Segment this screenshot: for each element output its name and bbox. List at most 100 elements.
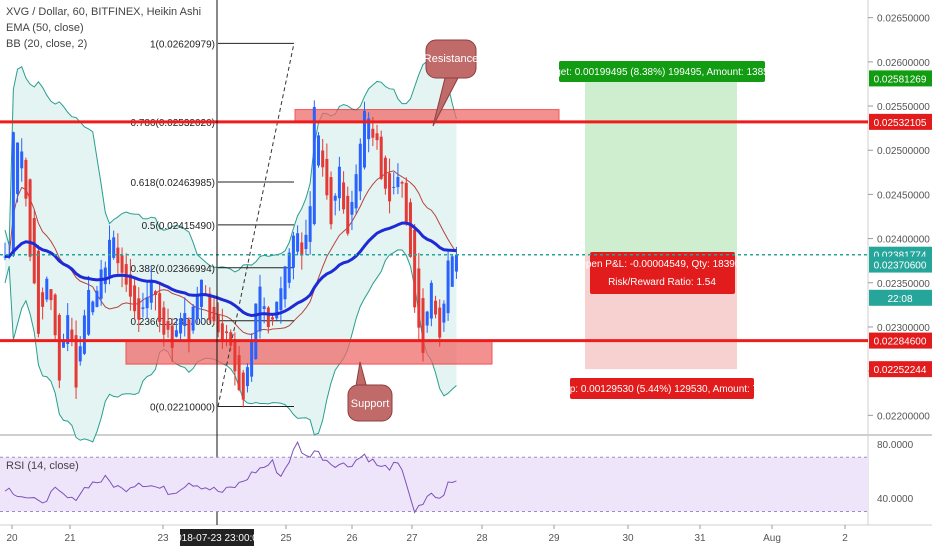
candle-body [425, 311, 429, 326]
candle-body [36, 250, 40, 334]
time-axis-label: 20 [6, 533, 18, 544]
price-axis-tick: 0.02200000 [877, 411, 930, 422]
candle-body [254, 303, 258, 359]
pnl-label-box[interactable] [590, 252, 735, 294]
candle-body [87, 289, 91, 335]
price-tag[interactable] [869, 70, 932, 87]
candle-body [400, 182, 404, 184]
target-label: Target: 0.00199495 (8.38%) 199495, Amoun… [541, 67, 783, 78]
price-axis-tick: 0.02650000 [877, 14, 930, 25]
price-tag-label: 0.02284600 [874, 337, 927, 348]
candle-body [279, 288, 283, 311]
candle-body [66, 315, 70, 344]
target-zone[interactable] [585, 78, 737, 255]
candle-body [99, 269, 103, 299]
candle-body [212, 306, 216, 322]
candle-body [95, 290, 99, 307]
chart-title[interactable]: XVG / Dollar, 60, BITFINEX, Heikin Ashi [6, 6, 201, 18]
candle-body [141, 307, 145, 309]
time-axis-label: 21 [64, 533, 76, 544]
candle-body [229, 332, 233, 346]
candle-body [312, 106, 316, 225]
price-tag[interactable] [869, 256, 932, 273]
price-tag[interactable] [869, 289, 932, 306]
candle-body [45, 278, 49, 300]
price-tag[interactable] [869, 361, 932, 378]
candle-body [137, 298, 141, 320]
bb-legend[interactable]: BB (20, close, 2) [6, 38, 87, 50]
candle-body [179, 318, 183, 334]
candle-body [78, 346, 82, 362]
candle-body [429, 282, 433, 319]
candle-body [396, 176, 400, 188]
candle-body [379, 136, 383, 179]
candle-body [266, 307, 270, 328]
candle-body [28, 179, 32, 257]
price-axis-tick: 0.02350000 [877, 279, 930, 290]
candle-body [383, 157, 387, 189]
rsi-legend[interactable]: RSI (14, close) [6, 460, 79, 472]
candle-body [421, 298, 425, 353]
candle-body [417, 268, 421, 328]
rsi-axis-tick: 80.0000 [877, 440, 914, 451]
candle-body [133, 285, 137, 312]
candle-body [283, 266, 287, 300]
resistance-callout-label: Resistance [424, 53, 478, 65]
candle-body [287, 252, 291, 283]
fibonacci-retracement[interactable]: 1(0.02620979) 0.786(0.02532020) 0.618(0.02… [130, 39, 295, 413]
position-tool[interactable]: Target: 0.00199495 (8.38%) 199495, Amoun… [541, 61, 783, 399]
time-axis-label: 2 [842, 533, 848, 544]
candle-body [304, 234, 308, 249]
candle-body [49, 289, 53, 301]
candle-body [112, 237, 116, 258]
candle-body [103, 267, 107, 285]
candle-body [53, 294, 57, 336]
candle-body [454, 254, 458, 272]
time-axis-label: 23 [157, 533, 169, 544]
candle-body [362, 110, 366, 168]
target-label-box[interactable] [559, 61, 765, 82]
candle-body [329, 177, 333, 225]
support-zone[interactable] [125, 340, 493, 365]
price-tag-label: 0.02581269 [874, 74, 927, 85]
candle-body [350, 201, 354, 215]
support-callout-box[interactable] [347, 384, 393, 422]
ema-layer [4, 221, 457, 318]
candle-body [116, 247, 120, 264]
rsi-axis-tick: 40.0000 [877, 494, 914, 505]
candle-body [250, 341, 254, 377]
bb-lower-line [4, 249, 457, 443]
price-axis-tick: 0.02500000 [877, 146, 930, 157]
candles-layer [3, 100, 458, 408]
time-axis-label: 29 [548, 533, 560, 544]
candle-body [367, 118, 371, 140]
time-axis-label: 25 [280, 533, 292, 544]
candle-body [442, 303, 446, 323]
callouts-layer[interactable]: Resistance Support [347, 39, 478, 422]
price-tag[interactable] [869, 113, 932, 130]
candle-body [41, 292, 45, 307]
price-tag-label: 0.02381774 [874, 251, 927, 262]
price-tag[interactable] [869, 332, 932, 349]
time-axis-label: Aug [763, 533, 781, 544]
candle-body [450, 256, 454, 287]
candle-body [346, 195, 350, 234]
candle-body [153, 291, 157, 295]
candle-body [408, 202, 412, 257]
candle-body [57, 314, 61, 381]
ema-legend[interactable]: EMA (50, close) [6, 22, 84, 34]
candle-body [108, 239, 111, 276]
candle-body [325, 158, 329, 196]
fib-level-label: 0.236(0.02307000) [130, 317, 215, 328]
fib-trend-line[interactable] [217, 43, 295, 407]
time-axis-label: 31 [694, 533, 706, 544]
price-axis-tick: 0.02450000 [877, 190, 930, 201]
candle-body [162, 307, 166, 335]
price-tag-label: 0.02370600 [874, 261, 927, 272]
candle-body [275, 301, 279, 319]
resistance-zone[interactable] [294, 109, 560, 123]
stop-label-box[interactable] [570, 378, 754, 399]
candle-body [70, 329, 74, 341]
